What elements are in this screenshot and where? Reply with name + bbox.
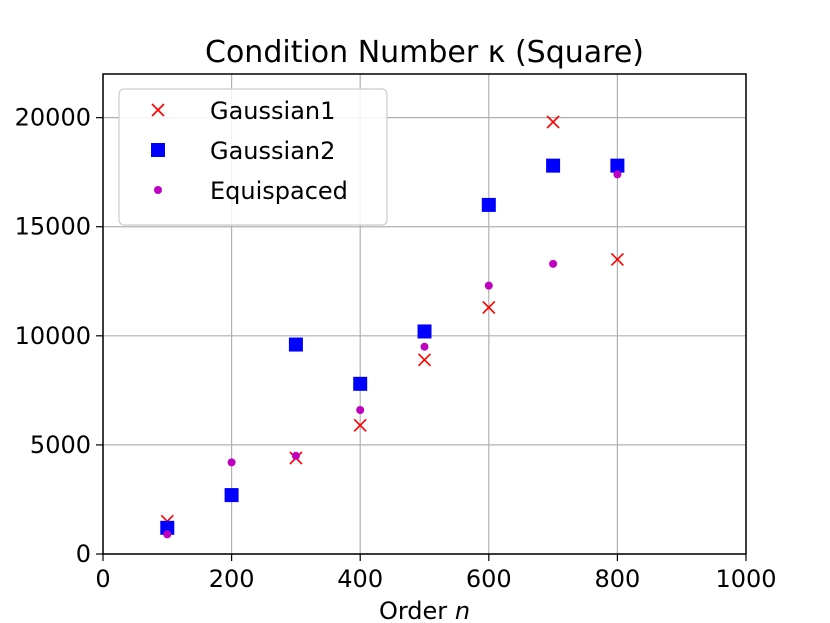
legend-label-gaussian2: Gaussian2 <box>210 137 335 165</box>
x-axis-title-variable: n <box>455 597 470 623</box>
gaussian1-point <box>610 252 624 267</box>
x-tick-label: 1000 <box>715 565 776 593</box>
equispaced-point <box>291 451 300 460</box>
gaussian2-point <box>160 520 175 535</box>
legend: Gaussian1 Gaussian2 Equispaced <box>118 88 388 226</box>
gaussian1-point <box>482 300 496 315</box>
gaussian2-point <box>288 337 303 352</box>
equispaced-point <box>227 458 236 467</box>
legend-label-equispaced: Equispaced <box>210 177 348 205</box>
equispaced-point <box>549 259 558 268</box>
plot-frame <box>102 73 747 555</box>
x-tick-label: 600 <box>466 565 512 593</box>
gaussian2-point <box>353 376 368 391</box>
y-tick-label: 20000 <box>15 104 91 132</box>
legend-marker-equispaced <box>154 186 162 194</box>
gaussian2-point <box>481 197 496 212</box>
x-tick-label: 200 <box>209 565 255 593</box>
equispaced-point <box>613 170 622 179</box>
y-tick-label: 15000 <box>15 213 91 241</box>
gaussian2-point <box>610 158 625 173</box>
equispaced-point <box>420 342 429 351</box>
equispaced-point <box>484 281 493 290</box>
gaussian2-point <box>417 324 432 339</box>
data-marks <box>160 115 625 539</box>
gaussian1-point <box>353 418 367 432</box>
gaussian1-point <box>417 353 432 367</box>
chart-title: Condition Number κ (Square) <box>205 35 644 70</box>
y-tick-label: 0 <box>76 540 91 568</box>
x-tick-label: 800 <box>594 565 640 593</box>
x-tick-label: 0 <box>95 565 110 593</box>
x-axis-title: Order n <box>379 597 470 623</box>
legend-label-gaussian1: Gaussian1 <box>210 97 335 125</box>
legend-marker-gaussian2 <box>151 143 165 157</box>
x-axis-title-text: Order <box>379 597 455 623</box>
gaussian2-point <box>224 488 239 503</box>
gaussian1-point <box>546 115 560 129</box>
legend-marker-gaussian1 <box>151 103 165 117</box>
equispaced-point <box>163 530 172 539</box>
legend-box <box>118 88 388 226</box>
x-tick-label: 400 <box>337 565 383 593</box>
equispaced-point <box>356 406 365 414</box>
y-tick-label: 5000 <box>30 431 91 459</box>
y-tick-label: 10000 <box>15 322 91 350</box>
gaussian2-point <box>546 158 561 173</box>
